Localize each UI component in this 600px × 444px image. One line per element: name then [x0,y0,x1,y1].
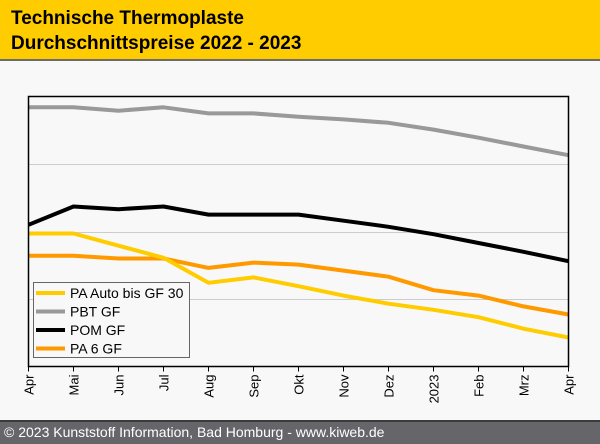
x-tick-label: Mrz [517,375,532,397]
x-tick-label: Okt [292,374,307,395]
x-tick-label: Jul [157,374,172,391]
series-line-pom-gf [27,204,569,264]
series-line-pa-auto-bis-gf-30 [28,231,569,340]
chart-title-line2: Durchschnittspreise 2022 - 2023 [11,33,302,54]
x-tick-label: Jun [112,375,127,396]
legend-label: PBT GF [70,304,120,320]
x-tick-label: Sep [247,375,262,398]
x-tick-label: Apr [22,374,37,395]
x-axis: Apr Mai Jun Jul Aug Sep Okt Nov Dez 2023 Feb Mrz Apr [22,366,577,404]
footer-bar: © 2023 Kunststoff Information, Bad Hombu… [0,420,600,444]
series-lines [27,105,569,340]
legend-label: POM GF [70,322,125,338]
line-chart: Apr Mai Jun Jul Aug Sep Okt Nov Dez 2023 Feb Mrz Apr… [22,95,577,404]
x-tick-label: Dez [382,375,397,398]
legend: PA Auto bis GF 30 PBT GF POM GF PA 6 GF [33,282,190,358]
chart-title-line1: Technische Thermoplaste [11,8,244,29]
x-tick-label: Mai [67,374,82,395]
x-tick-label: Feb [472,375,487,397]
copyright-text: © 2023 Kunststoff Information, Bad Hombu… [4,424,385,440]
series-line-pbt-gf [28,105,569,158]
header-banner: Technische Thermoplaste Durchschnittspre… [0,0,600,61]
legend-label: PA Auto bis GF 30 [70,285,184,301]
x-tick-label: Apr [562,374,577,395]
series-line-pa-6-gf [28,253,569,317]
x-tick-label: Aug [202,375,217,398]
gridlines [28,164,569,300]
x-tick-label: 2023 [427,375,442,404]
legend-label: PA 6 GF [70,341,122,357]
x-tick-label: Nov [337,374,352,398]
